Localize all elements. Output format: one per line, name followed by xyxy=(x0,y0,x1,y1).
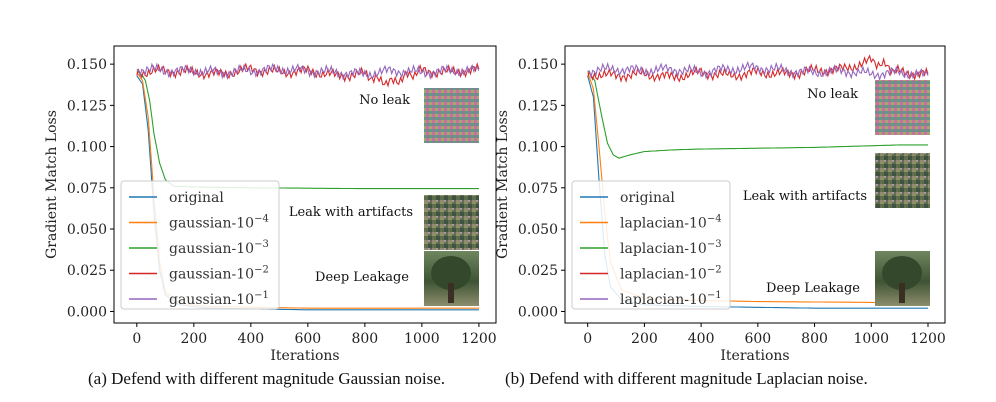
x-tick-label: 400 xyxy=(688,331,715,347)
annotation: No leak xyxy=(807,87,858,102)
legend-entry: laplacian-10−3 xyxy=(620,239,722,257)
tree-trunk xyxy=(448,283,454,303)
legend-entry: gaussian-10−4 xyxy=(169,214,269,232)
annotation: Leak with artifacts xyxy=(289,205,413,220)
y-tick-label: 0.000 xyxy=(67,304,107,320)
annotation: Leak with artifacts xyxy=(743,189,867,204)
legend-entry: gaussian-10−1 xyxy=(169,290,269,308)
series-line-4 xyxy=(136,62,480,81)
series-line-4 xyxy=(587,60,929,82)
x-axis-label: Iterations xyxy=(270,348,339,364)
tree-trunk xyxy=(899,283,905,303)
figure-canvas: 0 200 400 600 800 1000 1200 0.000 0.025 0.050 0.07… xyxy=(44,45,946,364)
y-axis-label: Gradient Match Loss xyxy=(495,110,511,259)
x-tick-label: 200 xyxy=(180,331,207,347)
legend-entry: laplacian-10−2 xyxy=(620,265,722,283)
legend-entry: laplacian-10−4 xyxy=(620,214,722,232)
chart-panel-b: 0 200 400 600 800 1000 1200 0.000 0.025 0.050 0.07… xyxy=(495,45,946,364)
legend-entry: gaussian-10−2 xyxy=(169,265,269,283)
series-line-3 xyxy=(136,62,480,88)
y-tick-label: 0.150 xyxy=(67,57,107,73)
thumbnail-leak-with-artifacts xyxy=(875,153,930,208)
x-tick-label: 800 xyxy=(801,331,828,347)
plot-frame xyxy=(564,45,946,324)
y-tick-label: 0.050 xyxy=(518,222,558,238)
y-tick-label: 0.075 xyxy=(67,181,107,197)
thumbnail-leak-with-artifacts xyxy=(424,195,479,250)
x-tick-label: 200 xyxy=(631,331,658,347)
x-tick-label: 800 xyxy=(351,331,378,347)
y-tick-label: 0.100 xyxy=(67,140,107,156)
legend-entry: gaussian-10−3 xyxy=(169,239,269,257)
annotation: Deep Leakage xyxy=(315,270,409,285)
y-tick-label: 0.025 xyxy=(518,263,558,279)
y-axis-label: Gradient Match Loss xyxy=(44,110,60,259)
annotation: No leak xyxy=(359,93,410,108)
caption-panel-a: (a) Defend with different magnitude Gaus… xyxy=(88,369,446,388)
tree-canopy xyxy=(431,256,471,290)
x-tick-label: 0 xyxy=(583,331,592,347)
y-tick-label: 0.050 xyxy=(67,222,107,238)
thumbnail-no-leak xyxy=(424,88,479,143)
legend-entry: laplacian-10−1 xyxy=(620,290,722,308)
x-tick-label: 1000 xyxy=(404,331,440,347)
x-tick-label: 400 xyxy=(237,331,264,347)
legend xyxy=(120,180,280,310)
series-line-2 xyxy=(587,70,928,159)
x-tick-label: 600 xyxy=(294,331,321,347)
plot-frame xyxy=(113,45,497,324)
tree-canopy xyxy=(882,256,922,290)
annotation: Deep Leakage xyxy=(766,281,860,296)
x-tick-label: 1000 xyxy=(853,331,889,347)
y-tick-label: 0.125 xyxy=(67,98,107,114)
x-tick-label: 600 xyxy=(744,331,771,347)
y-tick-label: 0.100 xyxy=(518,140,558,156)
y-tick-label: 0.025 xyxy=(67,263,107,279)
chart-panel-a: 0 200 400 600 800 1000 1200 0.000 0.025 0.050 0.07… xyxy=(44,45,497,364)
y-tick-label: 0.150 xyxy=(518,57,558,73)
y-tick-label: 0.075 xyxy=(518,181,558,197)
legend-entry: original xyxy=(620,190,675,206)
legend-entry: original xyxy=(169,190,224,206)
x-axis-label: Iterations xyxy=(720,348,789,364)
x-tick-label: 1200 xyxy=(910,331,946,347)
x-tick-label: 1200 xyxy=(461,331,497,347)
caption-panel-b: (b) Defend with different magnitude Lapl… xyxy=(505,369,868,388)
y-tick-label: 0.125 xyxy=(518,98,558,114)
thumbnail-no-leak xyxy=(875,80,930,135)
legend xyxy=(571,180,731,310)
x-tick-label: 0 xyxy=(132,331,141,347)
y-tick-label: 0.000 xyxy=(518,304,558,320)
